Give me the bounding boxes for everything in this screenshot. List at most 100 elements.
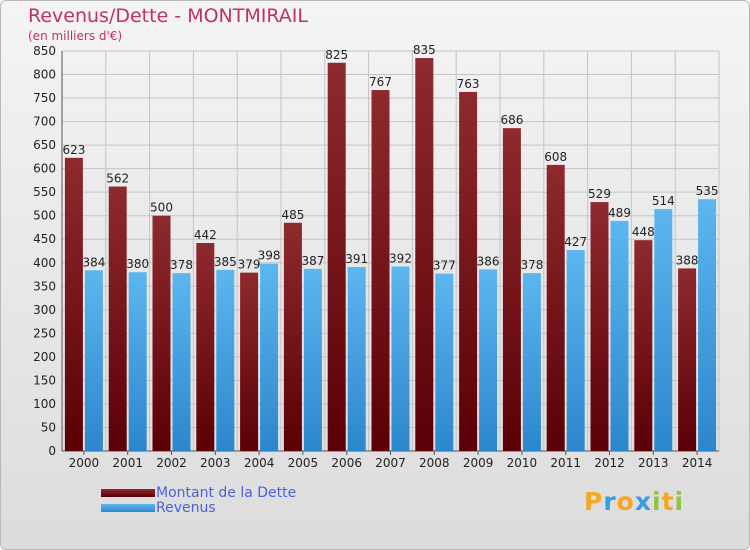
data-label-dette: 835 — [413, 43, 436, 57]
bar-dette — [196, 243, 215, 451]
x-tick-label: 2014 — [682, 456, 713, 470]
logo-letter: x — [634, 487, 652, 516]
legend-label-dette: Montant de la Dette — [156, 485, 297, 501]
bar-dette — [152, 215, 171, 451]
data-label-dette: 485 — [281, 208, 304, 222]
data-label-dette: 442 — [194, 228, 217, 242]
logo-letter: r — [603, 487, 617, 516]
x-tick-label: 2000 — [69, 456, 100, 470]
chart-subtitle: (en milliers d'€) — [28, 29, 123, 43]
bar-dette — [590, 202, 609, 451]
bar-revenus — [522, 273, 541, 451]
proxiti-logo: Proxiti — [584, 487, 684, 516]
y-tick-label: 700 — [33, 115, 56, 129]
data-label-revenus: 384 — [82, 255, 105, 269]
y-tick-label: 500 — [33, 209, 56, 223]
axes: 0 50 100 150 200 250 300 350 400 450 500 550 600 650 7… — [33, 44, 719, 470]
x-tick-label: 2010 — [507, 456, 538, 470]
data-label-revenus: 378 — [520, 258, 543, 272]
data-label-revenus: 380 — [126, 257, 149, 271]
bar-revenus — [172, 273, 191, 451]
data-label-dette: 686 — [500, 113, 523, 127]
bar-dette — [240, 272, 259, 451]
x-tick-label: 2006 — [331, 456, 362, 470]
y-tick-label: 200 — [33, 350, 56, 364]
bar-dette — [283, 222, 302, 451]
bar-revenus — [347, 267, 366, 451]
logo-letter: t — [661, 487, 675, 516]
bar-revenus — [654, 209, 673, 451]
bar-revenus — [128, 272, 147, 451]
y-tick-label: 300 — [33, 303, 56, 317]
bar-dette — [459, 91, 478, 452]
data-label-dette: 379 — [238, 258, 261, 272]
logo-letter: i — [652, 487, 662, 516]
y-tick-label: 800 — [33, 68, 56, 82]
data-label-dette: 529 — [588, 187, 611, 201]
x-tick-label: 2007 — [375, 456, 406, 470]
x-tick-label: 2002 — [156, 456, 187, 470]
data-label-dette: 623 — [62, 143, 85, 157]
data-label-dette: 825 — [325, 48, 348, 62]
data-label-revenus: 489 — [608, 206, 631, 220]
bar-dette — [327, 62, 346, 451]
bar-revenus — [479, 269, 498, 451]
bar-revenus — [610, 220, 629, 451]
grid-lines — [61, 50, 720, 452]
bar-revenus — [391, 266, 410, 451]
data-label-revenus: 377 — [433, 259, 456, 273]
data-label-dette: 767 — [369, 75, 392, 89]
bar-revenus — [435, 273, 454, 451]
legend-swatch-revenus — [101, 504, 155, 512]
data-label-revenus: 387 — [301, 254, 324, 268]
bars — [64, 58, 717, 452]
x-tick-label: 2013 — [638, 456, 669, 470]
logo-letter: P — [584, 487, 604, 516]
y-tick-label: 850 — [33, 44, 56, 58]
bar-dette — [678, 268, 697, 451]
data-label-dette: 388 — [676, 253, 699, 267]
bar-revenus — [698, 199, 717, 451]
data-label-dette: 763 — [457, 77, 480, 91]
bar-dette — [546, 164, 565, 451]
bar-revenus — [303, 268, 322, 451]
y-tick-label: 450 — [33, 232, 56, 246]
y-tick-label: 650 — [33, 138, 56, 152]
data-label-dette: 562 — [106, 172, 129, 186]
x-tick-label: 2011 — [550, 456, 581, 470]
y-tick-label: 550 — [33, 185, 56, 199]
data-label-revenus: 398 — [258, 249, 281, 263]
y-tick-label: 150 — [33, 373, 56, 387]
bar-revenus — [84, 270, 103, 451]
y-tick-label: 250 — [33, 326, 56, 340]
legend-swatch-dette — [101, 489, 155, 497]
bar-dette — [502, 128, 521, 452]
data-label-dette: 500 — [150, 201, 173, 215]
legend-label-revenus: Revenus — [156, 500, 216, 516]
data-label-revenus: 427 — [564, 235, 587, 249]
data-label-revenus: 535 — [696, 184, 719, 198]
bar-revenus — [216, 269, 235, 451]
x-tick-label: 2003 — [200, 456, 231, 470]
bar-revenus — [260, 263, 279, 451]
bar-revenus — [566, 250, 585, 451]
x-tick-label: 2008 — [419, 456, 450, 470]
bar-dette — [371, 90, 390, 451]
data-label-revenus: 386 — [477, 254, 500, 268]
bar-dette — [64, 157, 83, 451]
bar-dette — [634, 240, 653, 451]
data-label-dette: 448 — [632, 225, 655, 239]
y-tick-label: 400 — [33, 256, 56, 270]
data-label-revenus: 514 — [652, 194, 675, 208]
x-tick-label: 2012 — [594, 456, 625, 470]
logo-letter: o — [616, 487, 635, 516]
bar-dette — [415, 58, 434, 451]
data-label-revenus: 385 — [214, 255, 237, 269]
y-tick-label: 350 — [33, 279, 56, 293]
bar-dette — [108, 186, 127, 451]
chart-title: Revenus/Dette - MONTMIRAIL — [28, 5, 308, 27]
x-tick-label: 2009 — [463, 456, 494, 470]
